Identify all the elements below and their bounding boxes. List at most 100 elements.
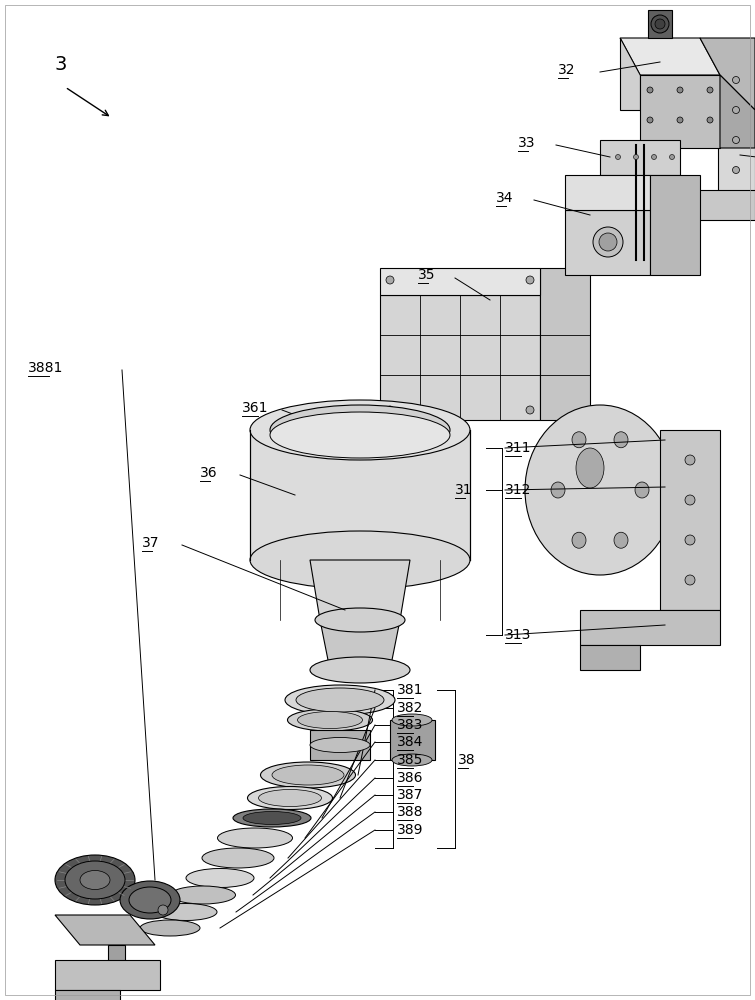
Ellipse shape (258, 790, 322, 806)
Polygon shape (565, 210, 650, 275)
Polygon shape (620, 38, 720, 75)
Text: 388: 388 (397, 805, 424, 819)
Ellipse shape (572, 532, 586, 548)
Text: 32: 32 (558, 63, 575, 77)
Ellipse shape (65, 861, 125, 899)
Ellipse shape (315, 608, 405, 632)
Text: 311: 311 (505, 441, 532, 455)
Polygon shape (660, 430, 720, 610)
Polygon shape (700, 38, 755, 110)
Ellipse shape (202, 848, 274, 868)
Ellipse shape (572, 432, 586, 448)
Ellipse shape (615, 154, 621, 159)
Ellipse shape (297, 712, 362, 728)
Ellipse shape (677, 117, 683, 123)
Polygon shape (720, 75, 755, 148)
Text: 387: 387 (397, 788, 424, 802)
Ellipse shape (599, 233, 617, 251)
Ellipse shape (526, 276, 534, 284)
Ellipse shape (707, 87, 713, 93)
Text: 36: 36 (200, 466, 217, 480)
Ellipse shape (685, 575, 695, 585)
Ellipse shape (295, 412, 425, 448)
Polygon shape (540, 268, 590, 420)
Ellipse shape (250, 400, 470, 460)
Ellipse shape (732, 77, 739, 84)
Ellipse shape (677, 87, 683, 93)
Ellipse shape (655, 19, 665, 29)
Ellipse shape (670, 154, 674, 159)
Polygon shape (320, 620, 400, 670)
Ellipse shape (551, 482, 565, 498)
Ellipse shape (217, 828, 292, 848)
Ellipse shape (129, 887, 171, 913)
Text: 386: 386 (397, 771, 424, 785)
Ellipse shape (614, 432, 628, 448)
Ellipse shape (392, 754, 432, 766)
Ellipse shape (685, 535, 695, 545)
Polygon shape (108, 945, 125, 970)
Ellipse shape (732, 106, 739, 113)
Ellipse shape (243, 812, 301, 824)
Ellipse shape (158, 905, 168, 915)
Polygon shape (250, 430, 470, 560)
Ellipse shape (732, 166, 739, 174)
Ellipse shape (526, 406, 534, 414)
Polygon shape (55, 960, 160, 990)
Ellipse shape (250, 531, 470, 589)
Text: 38: 38 (458, 753, 476, 767)
Text: 37: 37 (142, 536, 159, 550)
Ellipse shape (288, 709, 372, 731)
Polygon shape (600, 140, 680, 175)
Text: 384: 384 (397, 735, 424, 749)
Ellipse shape (633, 154, 639, 159)
Polygon shape (390, 720, 435, 760)
Text: 381: 381 (397, 683, 424, 697)
Text: 35: 35 (418, 268, 436, 282)
Ellipse shape (392, 714, 432, 726)
Ellipse shape (320, 419, 400, 441)
Text: 33: 33 (518, 136, 535, 150)
Ellipse shape (576, 448, 604, 488)
Polygon shape (640, 75, 720, 148)
Ellipse shape (614, 532, 628, 548)
Text: 3881: 3881 (28, 361, 63, 375)
Ellipse shape (140, 920, 200, 936)
Ellipse shape (652, 154, 657, 159)
Polygon shape (718, 58, 755, 200)
Polygon shape (55, 990, 120, 1000)
Polygon shape (690, 190, 755, 220)
Ellipse shape (270, 412, 450, 458)
Ellipse shape (296, 688, 384, 712)
Polygon shape (580, 610, 720, 645)
Ellipse shape (386, 276, 394, 284)
Ellipse shape (310, 738, 370, 752)
Ellipse shape (525, 405, 675, 575)
Ellipse shape (80, 870, 110, 890)
Ellipse shape (272, 765, 344, 785)
Text: 313: 313 (505, 628, 532, 642)
Ellipse shape (707, 117, 713, 123)
Polygon shape (565, 175, 650, 210)
Text: 383: 383 (397, 718, 424, 732)
Text: 312: 312 (505, 483, 532, 497)
Ellipse shape (260, 762, 356, 788)
Ellipse shape (647, 117, 653, 123)
Text: 3: 3 (55, 55, 67, 75)
Polygon shape (380, 268, 540, 295)
Ellipse shape (310, 657, 410, 683)
Ellipse shape (55, 855, 135, 905)
Text: 34: 34 (496, 191, 513, 205)
Text: 382: 382 (397, 701, 424, 715)
Ellipse shape (171, 886, 236, 904)
Text: 389: 389 (397, 823, 424, 837)
Ellipse shape (248, 786, 332, 810)
Ellipse shape (233, 809, 311, 827)
Text: 31: 31 (455, 483, 473, 497)
Text: 385: 385 (397, 753, 424, 767)
Polygon shape (648, 10, 672, 38)
Ellipse shape (386, 406, 394, 414)
Ellipse shape (186, 868, 254, 888)
Polygon shape (650, 175, 700, 275)
Polygon shape (380, 295, 540, 420)
